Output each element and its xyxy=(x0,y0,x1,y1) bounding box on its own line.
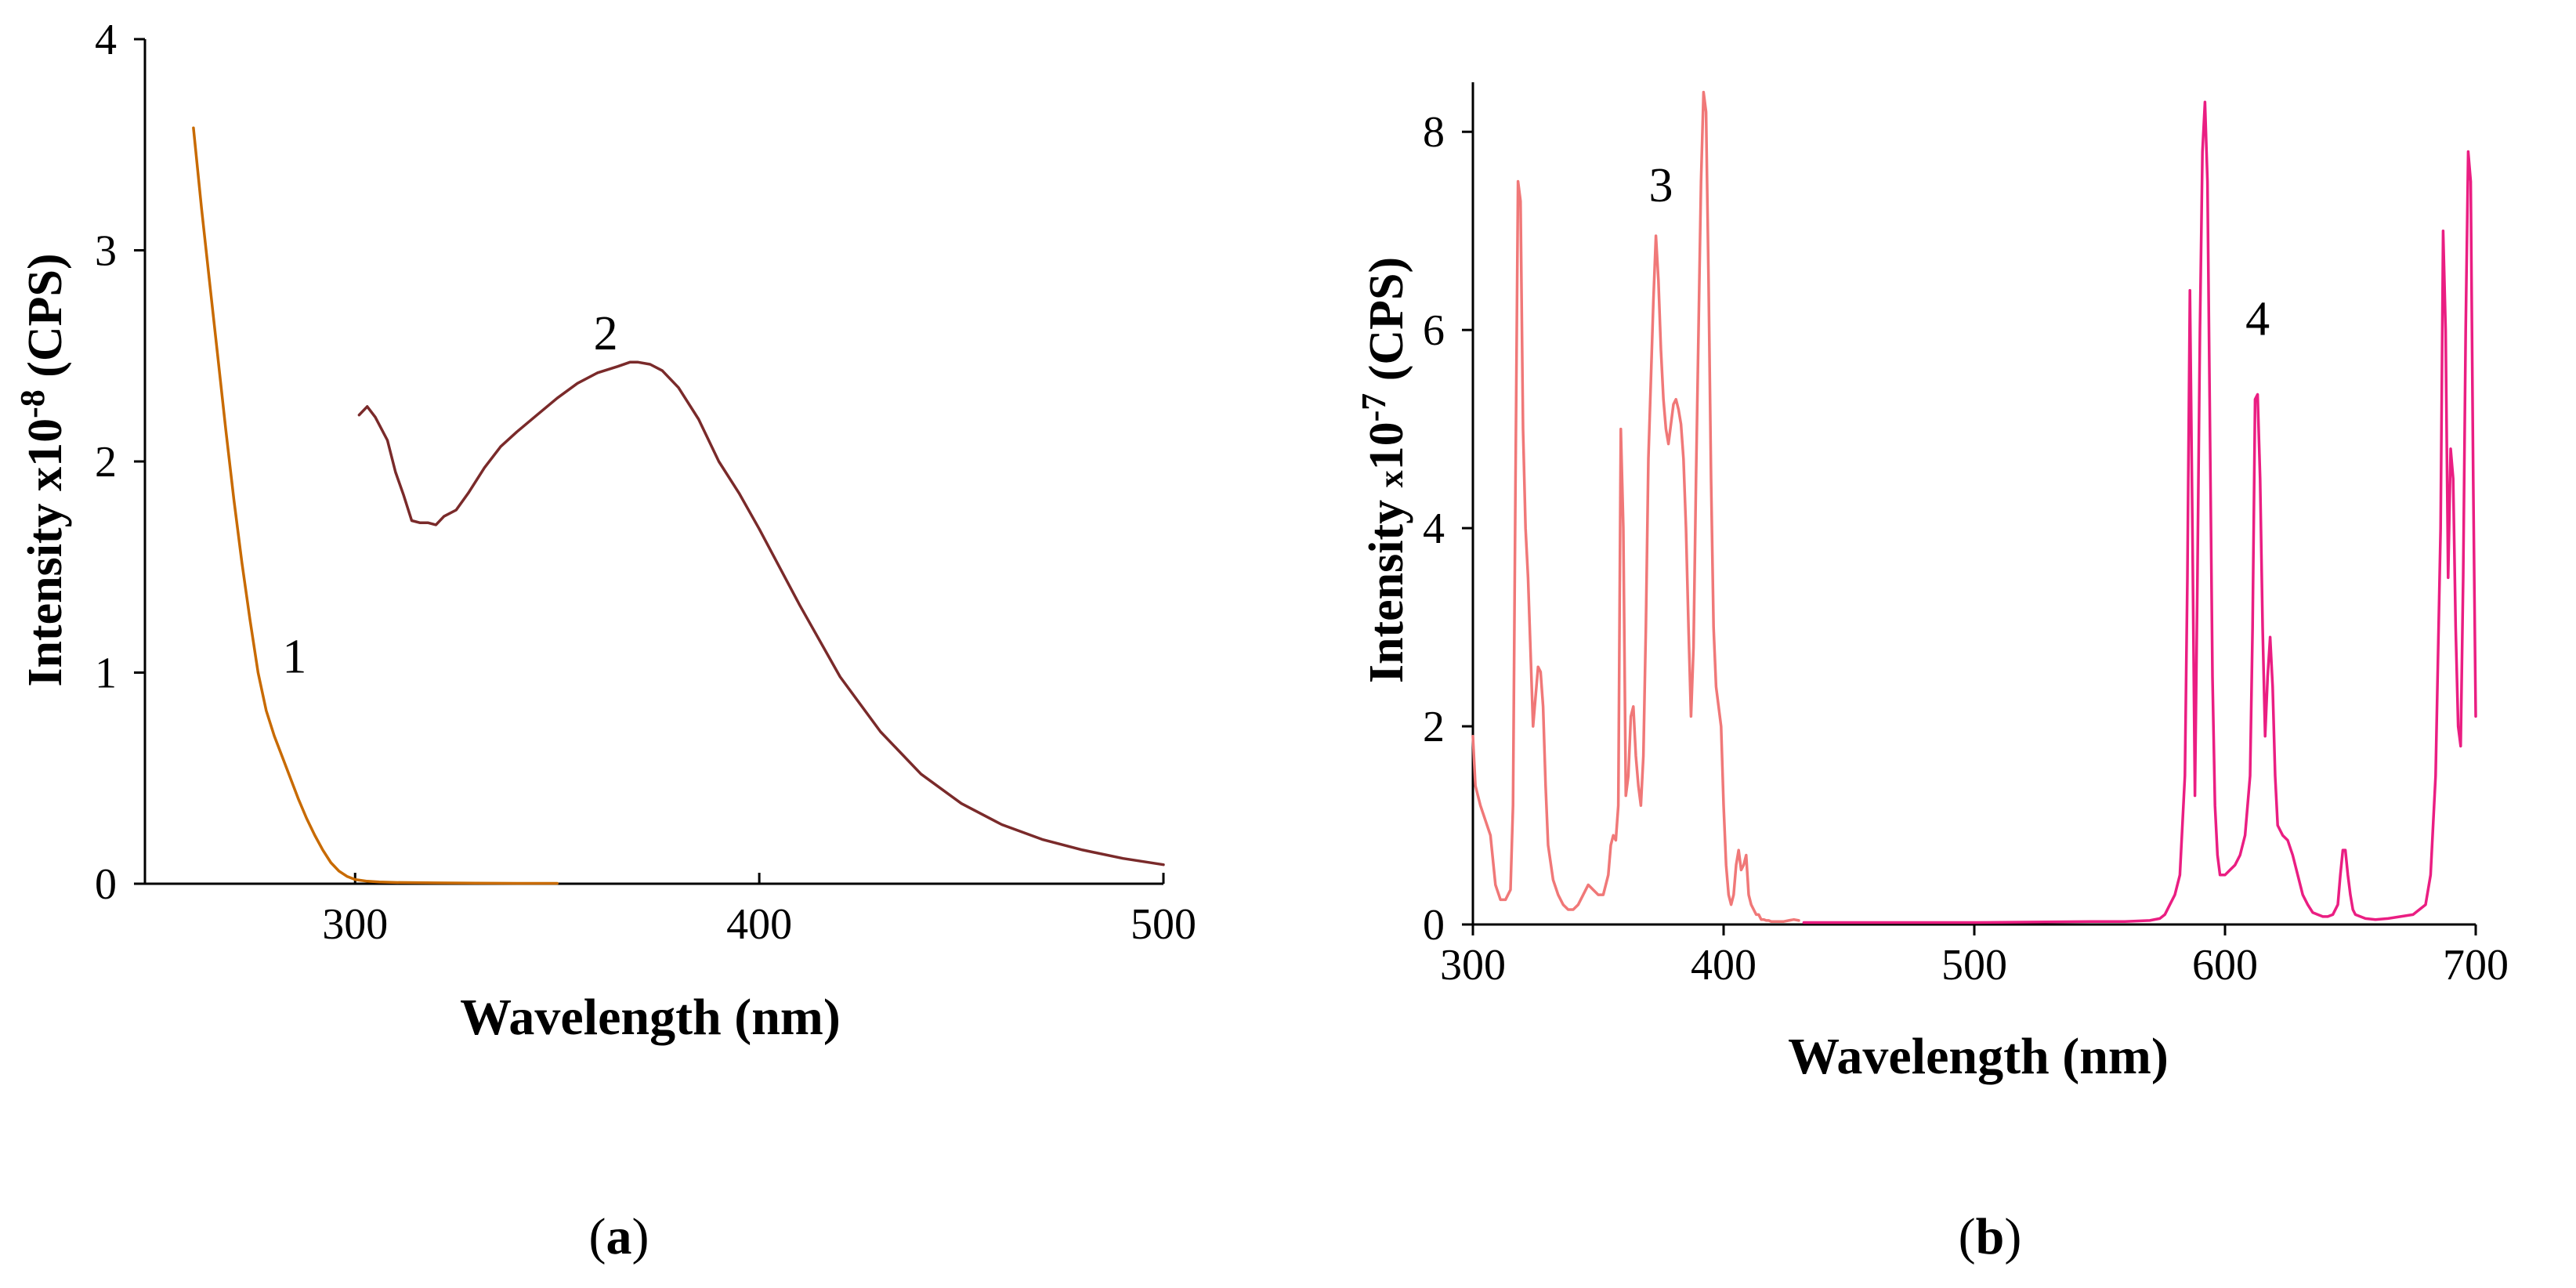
panel-a: Intensity x10-8 (CPS) Wavelength (nm) (a… xyxy=(13,16,1196,1265)
y-tick-label-b: 0 xyxy=(1423,901,1445,950)
y-tick-label-a: 2 xyxy=(95,438,117,487)
curve-label-3: 3 xyxy=(1649,159,1673,212)
y-tick-label-b: 6 xyxy=(1423,306,1445,355)
curve-label-4: 4 xyxy=(2245,293,2270,346)
series-line-2 xyxy=(357,360,1165,867)
x-tick-label-a: 500 xyxy=(1131,900,1196,949)
x-axis-label-a: Wavelength (nm) xyxy=(460,989,841,1046)
series-line-1 xyxy=(192,126,559,885)
x-axis-label-b: Wavelength (nm) xyxy=(1788,1028,2169,1085)
x-tick-label-a: 300 xyxy=(322,900,388,949)
y-tick-label-b: 4 xyxy=(1423,505,1445,553)
y-tick-label-b: 2 xyxy=(1423,703,1445,751)
y-tick-label-a: 1 xyxy=(95,649,117,698)
y-axis-label-b: Intensity x10-7 (CPS) xyxy=(1355,257,1413,683)
panel-label-b: (b) xyxy=(1959,1208,2022,1265)
x-tick-label-b: 600 xyxy=(2192,941,2258,990)
x-tick-label-b: 300 xyxy=(1440,941,1506,990)
series-line-3 xyxy=(1471,90,1800,923)
x-tick-label-b: 400 xyxy=(1691,941,1757,990)
y-tick-label-a: 3 xyxy=(95,227,117,276)
curve-label-2: 2 xyxy=(594,307,618,360)
x-tick-label-b: 500 xyxy=(1941,941,2007,990)
curve-label-1: 1 xyxy=(282,631,306,684)
panel-b: Intensity x10-7 (CPS) Wavelength (nm) (b… xyxy=(1355,82,2509,1265)
y-tick-label-a: 0 xyxy=(95,860,117,909)
y-tick-label-a: 4 xyxy=(95,16,117,64)
panel-label-a: (a) xyxy=(589,1208,649,1265)
y-tick-label-b: 8 xyxy=(1423,108,1445,157)
x-tick-label-b: 700 xyxy=(2443,941,2509,990)
series-line-4 xyxy=(1802,100,2477,924)
x-tick-label-a: 400 xyxy=(726,900,792,949)
y-axis-label-a: Intensity x10-8 (CPS) xyxy=(13,253,72,686)
